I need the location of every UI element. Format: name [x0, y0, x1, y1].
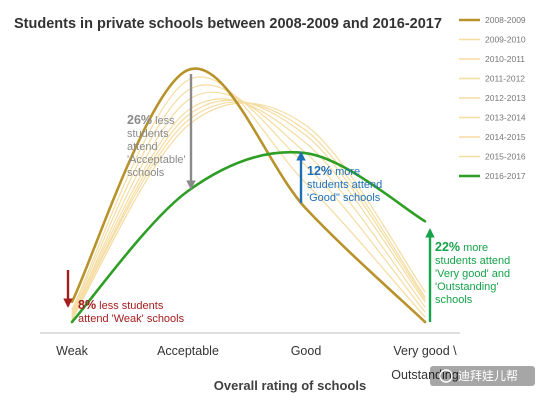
x-axis-label: Overall rating of schools	[214, 378, 366, 393]
x-tick-label: Acceptable	[157, 344, 219, 358]
legend-label: 2012-2013	[485, 93, 526, 103]
watermark: 迪拜娃儿帮	[430, 366, 535, 386]
series-line-2011-2012	[71, 91, 426, 316]
watermark-text: 迪拜娃儿帮	[458, 369, 518, 383]
series-line-2010-2011	[71, 84, 426, 313]
legend-label: 2011-2012	[485, 74, 525, 84]
plot-area	[40, 67, 460, 334]
wechat-icon	[439, 369, 453, 383]
chart-title: Students in private schools between 2008…	[14, 16, 442, 32]
legend: 2008-2009 2009-2010 2010-2011 2011-2012 2012…	[459, 15, 526, 181]
x-tick-label: Good	[291, 344, 322, 358]
annotation-text-weak: 8% less students attend 'Weak' schools	[78, 298, 185, 325]
annotations: 8% less students attend 'Weak' schools 26%…	[63, 74, 510, 325]
legend-label: 2014-2015	[485, 132, 526, 142]
annotation-text-verygood: 22% more students attend 'Very good' and 'O…	[435, 240, 510, 306]
series-line-2015-2016	[71, 102, 426, 321]
legend-label: 2009-2010	[485, 35, 526, 45]
series-line-2013-2014	[71, 99, 426, 318]
legend-label: 2016-2017	[485, 171, 526, 181]
legend-label: 2015-2016	[485, 152, 526, 162]
annotation-text-good: 12% more students attend 'Good" schools	[307, 164, 382, 204]
x-tick-label: Weak	[56, 344, 88, 358]
legend-label: 2013-2014	[485, 113, 526, 123]
legend-label: 2008-2009	[485, 15, 526, 25]
series-line-2016-2017	[70, 150, 427, 324]
annotation-text-acceptable: 26% less students attend 'Acceptable' school…	[127, 113, 186, 179]
series-line-2008-2009	[70, 67, 427, 324]
legend-label: 2010-2011	[485, 54, 525, 64]
series-line-2014-2015	[71, 101, 426, 318]
x-axis-ticks: Weak Acceptable Good Very good \ Outstanding	[56, 344, 459, 382]
